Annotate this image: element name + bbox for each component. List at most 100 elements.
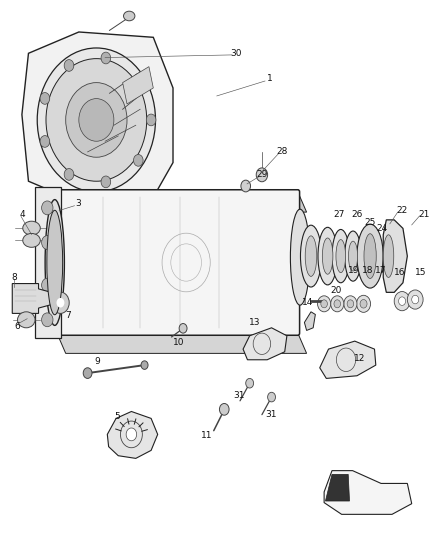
Polygon shape <box>325 474 350 501</box>
Polygon shape <box>304 312 315 330</box>
Ellipse shape <box>42 236 53 249</box>
Text: 3: 3 <box>75 199 81 208</box>
Ellipse shape <box>394 292 410 311</box>
Ellipse shape <box>300 225 321 287</box>
Ellipse shape <box>64 168 74 180</box>
Ellipse shape <box>219 403 229 415</box>
Ellipse shape <box>37 48 155 192</box>
Ellipse shape <box>101 176 111 188</box>
Text: 31: 31 <box>233 391 244 400</box>
Ellipse shape <box>383 235 394 277</box>
Ellipse shape <box>79 99 114 141</box>
Ellipse shape <box>332 229 350 282</box>
Ellipse shape <box>66 83 127 157</box>
Text: 6: 6 <box>14 322 21 330</box>
Ellipse shape <box>334 300 341 308</box>
Ellipse shape <box>134 155 143 166</box>
Ellipse shape <box>345 231 361 281</box>
Ellipse shape <box>246 378 254 388</box>
Polygon shape <box>12 284 50 313</box>
Polygon shape <box>243 328 287 360</box>
Ellipse shape <box>179 324 187 333</box>
Polygon shape <box>320 341 376 378</box>
Ellipse shape <box>357 224 383 288</box>
Text: 15: 15 <box>415 269 426 277</box>
Text: 13: 13 <box>249 318 261 327</box>
Ellipse shape <box>134 74 143 85</box>
Ellipse shape <box>322 238 333 274</box>
Ellipse shape <box>42 201 53 215</box>
Ellipse shape <box>318 296 331 312</box>
Ellipse shape <box>364 233 376 278</box>
Text: 27: 27 <box>334 210 345 219</box>
Text: 25: 25 <box>364 219 376 227</box>
Polygon shape <box>57 333 307 353</box>
Text: 19: 19 <box>348 266 360 275</box>
Text: 21: 21 <box>418 210 430 219</box>
Ellipse shape <box>331 296 344 312</box>
Polygon shape <box>22 32 173 203</box>
Ellipse shape <box>83 368 92 378</box>
Ellipse shape <box>101 52 111 64</box>
Text: 9: 9 <box>94 357 100 366</box>
Ellipse shape <box>126 428 137 441</box>
Ellipse shape <box>412 295 419 304</box>
Ellipse shape <box>46 59 147 181</box>
Polygon shape <box>383 220 407 292</box>
FancyBboxPatch shape <box>55 190 300 335</box>
Text: 17: 17 <box>375 266 387 275</box>
Ellipse shape <box>290 209 310 305</box>
Text: 28: 28 <box>277 148 288 156</box>
Ellipse shape <box>40 135 50 147</box>
Ellipse shape <box>360 300 367 308</box>
Ellipse shape <box>357 295 371 312</box>
Ellipse shape <box>256 168 268 182</box>
Ellipse shape <box>40 93 50 104</box>
Polygon shape <box>35 187 61 338</box>
Text: 4: 4 <box>19 210 25 219</box>
Ellipse shape <box>321 300 328 308</box>
Text: 18: 18 <box>362 266 374 275</box>
Ellipse shape <box>45 199 64 325</box>
Ellipse shape <box>349 241 357 271</box>
Text: 24: 24 <box>376 224 388 232</box>
Polygon shape <box>57 192 307 212</box>
Ellipse shape <box>18 312 35 328</box>
Text: 20: 20 <box>331 286 342 295</box>
Ellipse shape <box>336 239 346 273</box>
Text: 1: 1 <box>266 75 272 83</box>
Ellipse shape <box>344 296 357 312</box>
Polygon shape <box>123 67 153 104</box>
Text: 5: 5 <box>114 413 120 421</box>
Ellipse shape <box>64 60 74 71</box>
Ellipse shape <box>146 114 156 126</box>
Text: 22: 22 <box>396 206 408 215</box>
Ellipse shape <box>23 221 40 235</box>
Ellipse shape <box>268 392 276 402</box>
Ellipse shape <box>141 361 148 369</box>
Polygon shape <box>107 411 158 458</box>
Text: 10: 10 <box>173 338 184 346</box>
Text: 31: 31 <box>265 410 276 419</box>
Text: 12: 12 <box>353 354 365 362</box>
Ellipse shape <box>318 227 337 285</box>
Text: 8: 8 <box>11 273 17 281</box>
Ellipse shape <box>47 210 63 314</box>
Polygon shape <box>324 471 412 514</box>
Ellipse shape <box>305 236 317 276</box>
Ellipse shape <box>407 290 423 309</box>
Ellipse shape <box>124 11 135 21</box>
Text: 7: 7 <box>65 311 71 320</box>
Ellipse shape <box>52 292 69 313</box>
Text: 14: 14 <box>302 298 313 307</box>
Ellipse shape <box>399 297 406 305</box>
Ellipse shape <box>42 313 53 327</box>
Text: 16: 16 <box>394 269 405 277</box>
Ellipse shape <box>42 278 53 292</box>
Ellipse shape <box>57 298 64 308</box>
Ellipse shape <box>241 180 251 192</box>
Text: 29: 29 <box>256 171 268 179</box>
Ellipse shape <box>347 300 354 308</box>
Text: 11: 11 <box>201 432 212 440</box>
Text: 26: 26 <box>351 210 363 219</box>
